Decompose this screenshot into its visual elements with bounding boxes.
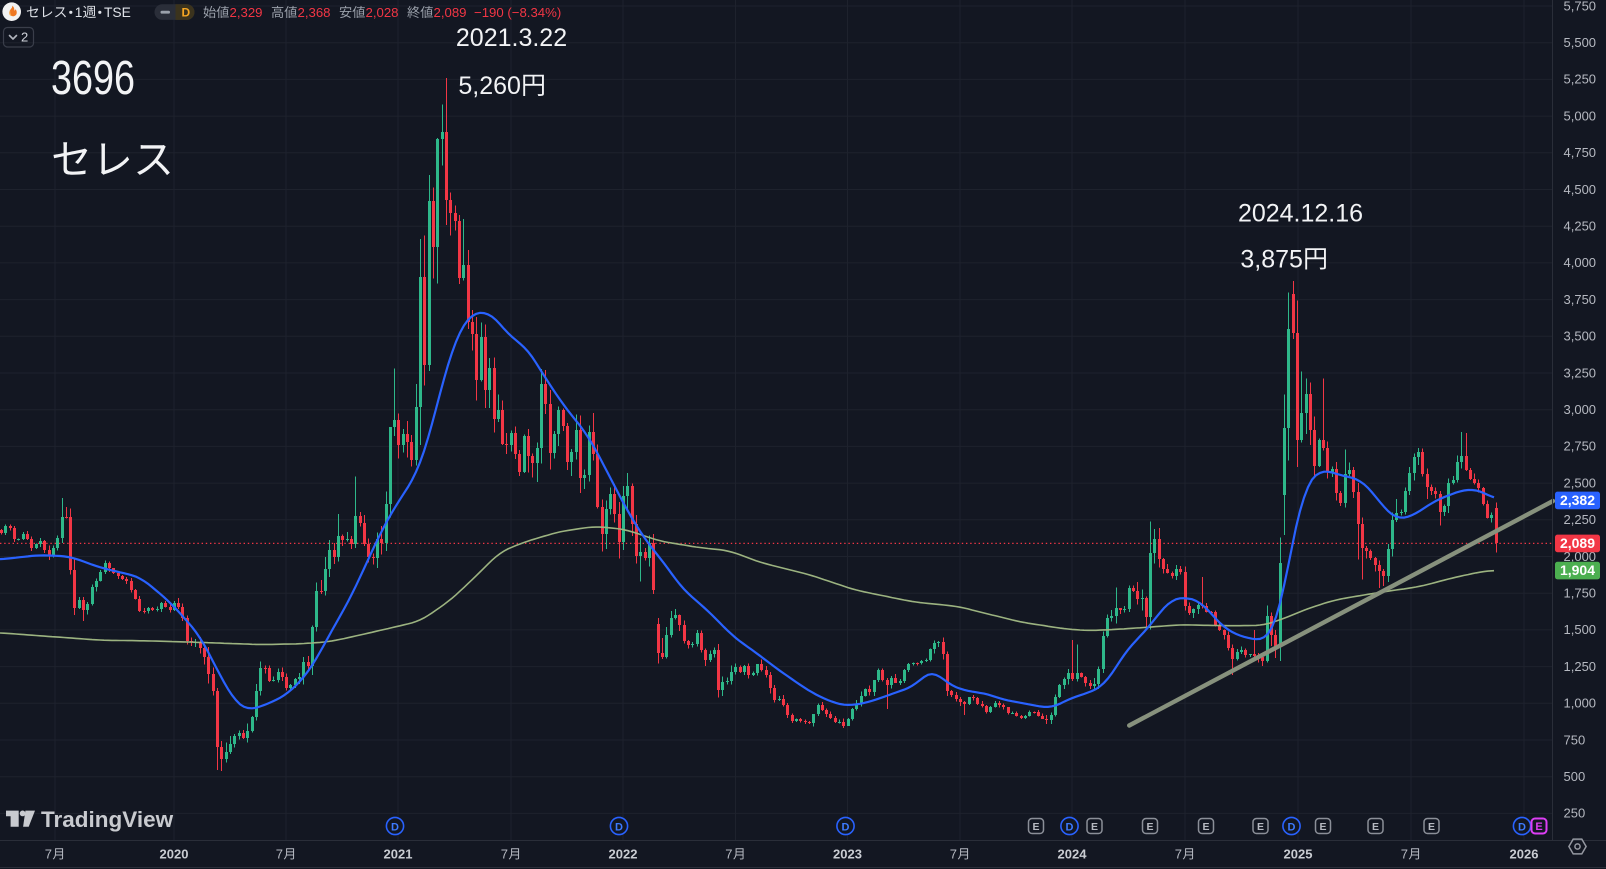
svg-text:7: 7 xyxy=(1401,847,1408,862)
svg-text:7: 7 xyxy=(276,847,283,862)
svg-text:2025: 2025 xyxy=(1284,847,1313,862)
svg-text:1,500: 1,500 xyxy=(1564,622,1597,637)
svg-text:3,875: 3,875 xyxy=(1240,246,1303,274)
svg-text:3,250: 3,250 xyxy=(1564,365,1597,380)
svg-text:D: D xyxy=(1518,821,1526,833)
svg-text:2020: 2020 xyxy=(160,847,189,862)
svg-text:2,382: 2,382 xyxy=(1560,492,1595,508)
svg-text:D: D xyxy=(1288,821,1296,833)
svg-text:2,329: 2,329 xyxy=(230,5,263,20)
svg-text:2,089: 2,089 xyxy=(434,5,467,20)
svg-text:2,089: 2,089 xyxy=(1560,535,1595,551)
svg-text:2024.12.16: 2024.12.16 xyxy=(1238,200,1363,228)
svg-text:2,500: 2,500 xyxy=(1564,475,1597,490)
svg-text:1,250: 1,250 xyxy=(1564,659,1597,674)
svg-text:E: E xyxy=(1372,821,1379,833)
svg-text:7: 7 xyxy=(1175,847,1182,862)
svg-text:1,750: 1,750 xyxy=(1564,586,1597,601)
svg-text:7: 7 xyxy=(950,847,957,862)
svg-text:2,000: 2,000 xyxy=(1564,549,1597,564)
svg-text:5,000: 5,000 xyxy=(1564,108,1597,123)
svg-text:5,500: 5,500 xyxy=(1564,35,1597,50)
svg-text:D: D xyxy=(1066,821,1074,833)
svg-text:5,260: 5,260 xyxy=(458,72,521,100)
svg-text:2,750: 2,750 xyxy=(1564,439,1597,454)
svg-text:2023: 2023 xyxy=(833,847,862,862)
svg-text:3696: 3696 xyxy=(51,52,135,105)
svg-text:D: D xyxy=(182,6,191,20)
svg-text:D: D xyxy=(842,821,850,833)
svg-text:4,250: 4,250 xyxy=(1564,219,1597,234)
svg-text:4,750: 4,750 xyxy=(1564,145,1597,160)
svg-text:1,000: 1,000 xyxy=(1564,696,1597,711)
svg-text:TradingView: TradingView xyxy=(41,807,174,832)
svg-text:5,750: 5,750 xyxy=(1564,0,1597,13)
svg-text:2,368: 2,368 xyxy=(298,5,331,20)
svg-text:1: 1 xyxy=(75,5,83,20)
svg-text:E: E xyxy=(1202,821,1209,833)
svg-text:500: 500 xyxy=(1564,769,1586,784)
svg-text:2021: 2021 xyxy=(384,847,413,862)
svg-text:2024: 2024 xyxy=(1058,847,1088,862)
svg-text:3,000: 3,000 xyxy=(1564,402,1597,417)
svg-text:E: E xyxy=(1535,821,1542,833)
svg-text:TSE: TSE xyxy=(104,5,131,20)
svg-text:1,904: 1,904 xyxy=(1560,562,1595,578)
svg-text:2,028: 2,028 xyxy=(366,5,399,20)
svg-text:250: 250 xyxy=(1564,806,1586,821)
svg-text:2026: 2026 xyxy=(1510,847,1539,862)
svg-text:750: 750 xyxy=(1564,732,1586,747)
svg-text:E: E xyxy=(1032,821,1039,833)
svg-text:5,250: 5,250 xyxy=(1564,72,1597,87)
svg-text:−190 (−8.34%): −190 (−8.34%) xyxy=(474,5,561,20)
svg-text:2,250: 2,250 xyxy=(1564,512,1597,527)
svg-text:E: E xyxy=(1257,821,1264,833)
svg-text:7: 7 xyxy=(45,847,52,862)
svg-text:2022: 2022 xyxy=(609,847,638,862)
svg-text:4,500: 4,500 xyxy=(1564,182,1597,197)
svg-text:2: 2 xyxy=(21,30,28,45)
svg-text:E: E xyxy=(1146,821,1153,833)
svg-text:7: 7 xyxy=(501,847,508,862)
svg-text:E: E xyxy=(1091,821,1098,833)
svg-text:E: E xyxy=(1428,821,1435,833)
svg-text:D: D xyxy=(391,821,399,833)
svg-text:D: D xyxy=(615,821,623,833)
svg-text:E: E xyxy=(1319,821,1326,833)
svg-text:2021.3.22: 2021.3.22 xyxy=(456,24,567,52)
svg-text:3,500: 3,500 xyxy=(1564,329,1597,344)
svg-text:4,000: 4,000 xyxy=(1564,255,1597,270)
svg-text:3,750: 3,750 xyxy=(1564,292,1597,307)
svg-text:7: 7 xyxy=(725,847,732,862)
